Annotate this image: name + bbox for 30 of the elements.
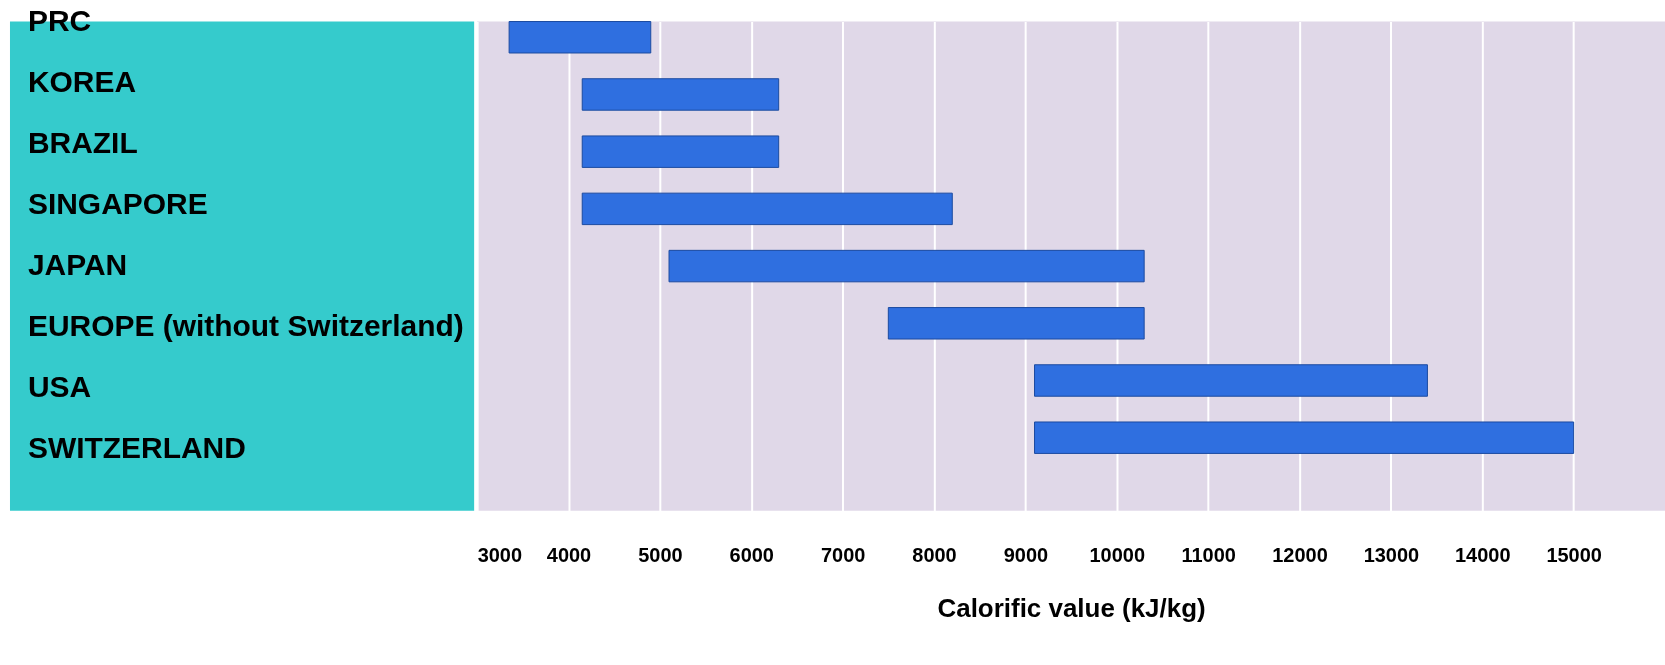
- y-tick-label: BRAZIL: [27, 125, 138, 159]
- y-tick-label: KOREA: [27, 64, 137, 98]
- bar: [581, 135, 780, 168]
- bar: [581, 192, 953, 226]
- x-tick-label: 15000: [1546, 544, 1602, 567]
- bar: [508, 21, 652, 54]
- x-tick-label: 10000: [1089, 544, 1146, 567]
- x-tick-label: 4000: [546, 544, 592, 567]
- bar: [1034, 364, 1428, 397]
- bar: [668, 249, 1145, 283]
- x-tick-label: 7000: [820, 544, 866, 567]
- x-tick-label: 9000: [1003, 544, 1049, 567]
- x-tick-label: 3000: [477, 544, 523, 567]
- y-tick-label: EUROPE (without Switzerland): [27, 309, 464, 343]
- y-tick-label: PRC: [27, 3, 92, 37]
- y-tick-label: SWITZERLAND: [27, 431, 246, 465]
- x-tick-label: 12000: [1272, 544, 1328, 567]
- x-tick-label: 11000: [1181, 544, 1236, 567]
- x-axis-title: Calorific value (kJ/kg): [937, 593, 1206, 622]
- x-tick-label: 5000: [638, 544, 683, 567]
- y-tick-label: JAPAN: [27, 248, 128, 282]
- x-tick-label: 8000: [912, 544, 957, 567]
- bar: [1034, 421, 1575, 454]
- bar: [581, 78, 780, 111]
- bar: [887, 307, 1145, 340]
- y-tick-label: USA: [27, 370, 92, 404]
- y-tick-label: SINGAPORE: [27, 186, 208, 220]
- x-tick-label: 14000: [1455, 544, 1511, 567]
- x-tick-label: 6000: [729, 544, 774, 567]
- x-tick-label: 13000: [1363, 544, 1420, 567]
